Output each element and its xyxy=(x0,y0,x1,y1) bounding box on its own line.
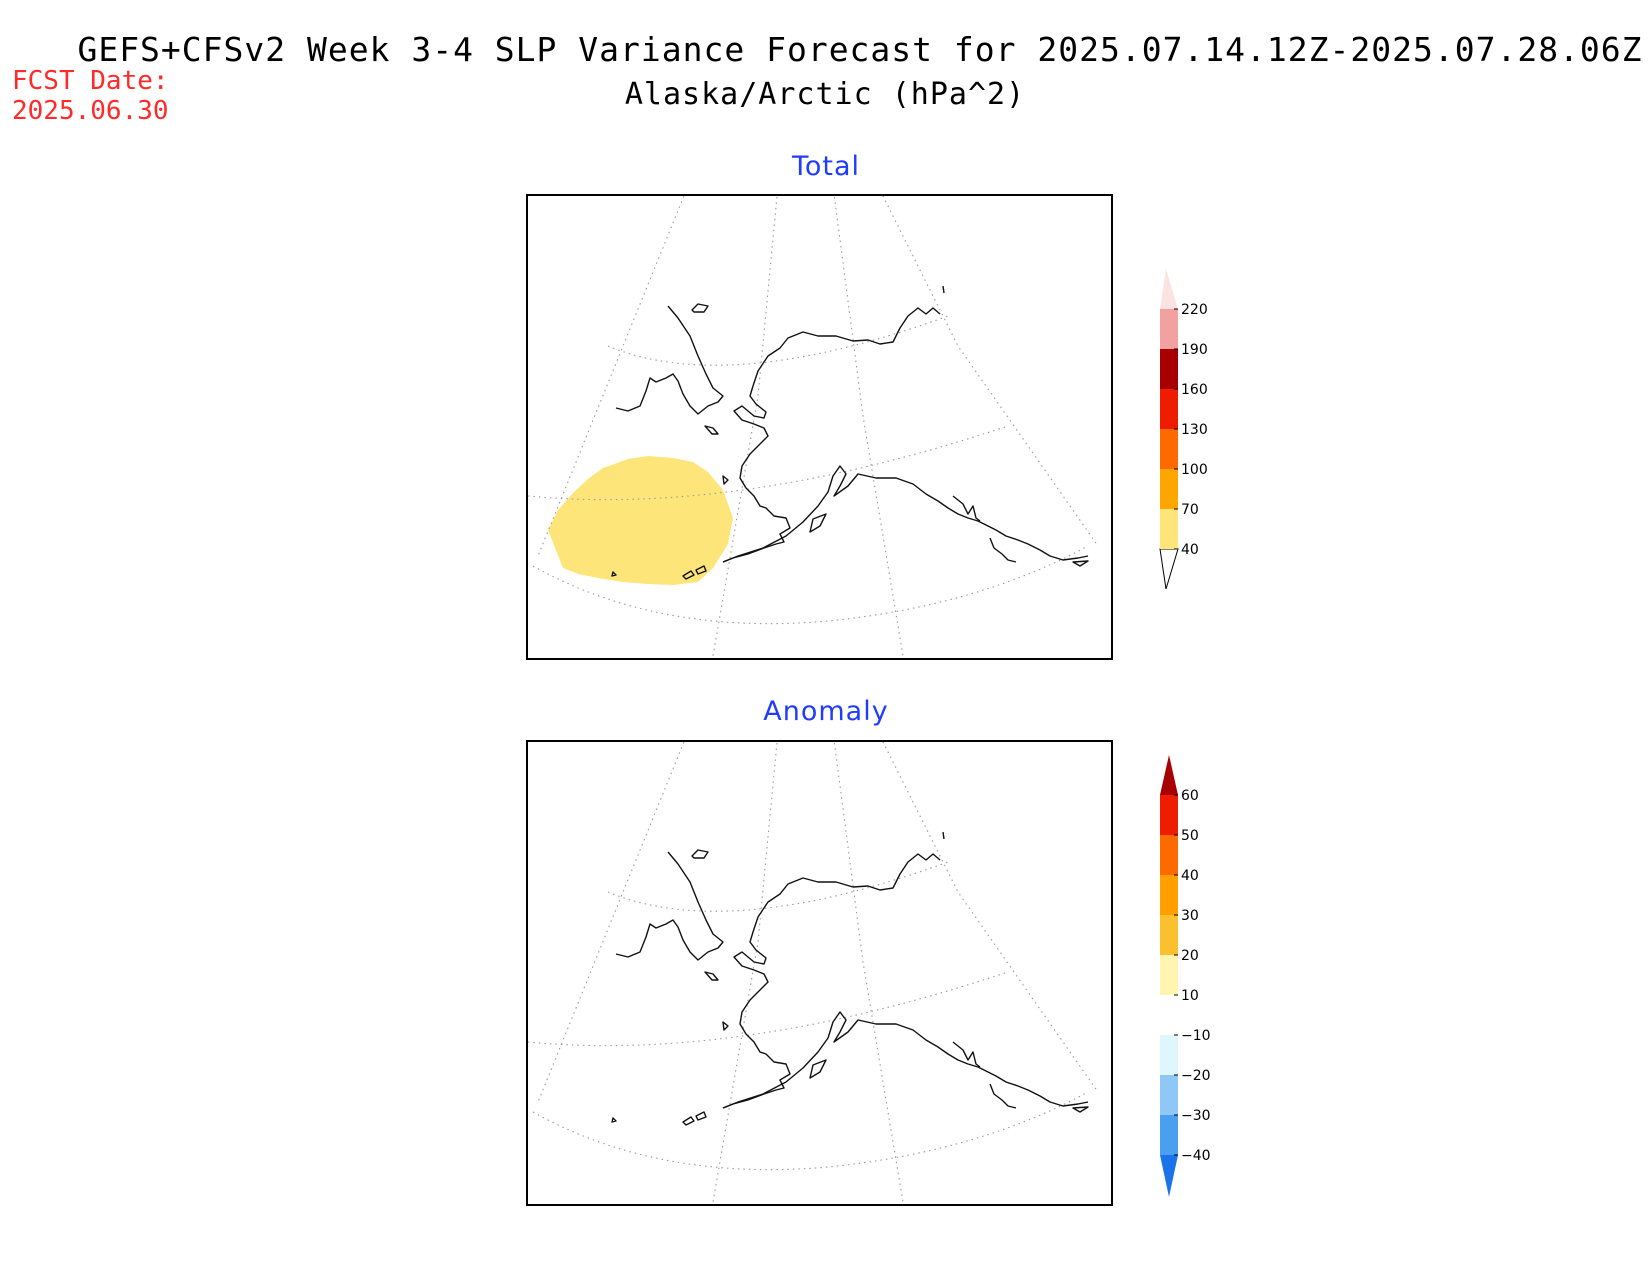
grid-line xyxy=(712,196,778,657)
coastline-segment xyxy=(722,465,1089,563)
colorbar-segment xyxy=(1160,389,1178,429)
coastline-segment xyxy=(1072,1106,1089,1113)
coastline-segment xyxy=(695,1111,707,1121)
anomaly-map-svg xyxy=(528,742,1099,1203)
grid-line xyxy=(882,742,1099,1093)
colorbar-tick-label: −20 xyxy=(1181,1068,1211,1084)
total-colorbar-svg: 40 70 100 130 160 190 220 xyxy=(1159,269,1208,590)
colorbar-tick-label: 10 xyxy=(1181,988,1199,1004)
coastline-segment xyxy=(695,565,707,575)
anomaly-colorbar-svg: −40 −30 −20 −10 10 20 30 40 50 60 xyxy=(1160,755,1211,1197)
colorbar-segment xyxy=(1160,875,1178,915)
coastline-segment xyxy=(989,537,1017,563)
colorbar-tick-label: 190 xyxy=(1181,342,1208,358)
coastline-segment xyxy=(722,1011,1089,1109)
total-colorbar: 40 70 100 130 160 190 220 xyxy=(1150,266,1230,600)
chart-title: GEFS+CFSv2 Week 3-4 SLP Variance Forecas… xyxy=(77,30,1643,69)
colorbar-segment xyxy=(1160,1115,1178,1155)
colorbar-tick-label: 160 xyxy=(1181,382,1208,398)
colorbar-tick-label: 30 xyxy=(1181,908,1199,924)
coastline-segment xyxy=(611,1117,617,1123)
grid-line xyxy=(528,971,1009,1047)
colorbar-tick-label: 220 xyxy=(1181,302,1208,318)
colorbar-above-triangle xyxy=(1160,755,1178,795)
colorbar-segment xyxy=(1160,469,1178,509)
colorbar-tick-label: 100 xyxy=(1181,462,1208,478)
coastline-segment xyxy=(691,303,709,313)
coastline-segment xyxy=(942,831,945,840)
coastline-segment xyxy=(615,851,724,961)
coastline xyxy=(611,285,1089,580)
coastline-segment xyxy=(722,931,791,1109)
grid-line xyxy=(537,742,685,1103)
colorbar-segment xyxy=(1160,429,1178,469)
grid-line xyxy=(712,742,778,1203)
coastline-segment xyxy=(1072,560,1089,567)
coastline-segment xyxy=(722,1021,729,1031)
total-panel-title: Total xyxy=(791,151,861,182)
coastline-segment xyxy=(952,1041,981,1068)
coastline-segment xyxy=(704,425,719,435)
anomaly-panel-title: Anomaly xyxy=(763,696,889,727)
grid-line xyxy=(528,425,1009,501)
grid-line xyxy=(833,742,904,1203)
fcst-date-label: FCST Date: xyxy=(12,66,169,96)
coastline-segment xyxy=(682,570,695,580)
colorbar-segment xyxy=(1160,509,1178,549)
grid-line xyxy=(882,196,1099,547)
colorbar-segment xyxy=(1160,955,1178,995)
coastline-segment xyxy=(682,1116,695,1126)
chart-subtitle: Alaska/Arctic (hPa^2) xyxy=(624,77,1026,112)
colorbar-tick-label: 40 xyxy=(1181,868,1199,884)
anomaly-colorbar: −40 −30 −20 −10 10 20 30 40 50 60 xyxy=(1150,750,1230,1204)
grid-line xyxy=(607,315,949,366)
colorbar-segment xyxy=(1160,795,1178,835)
colorbar-tick-label: −10 xyxy=(1181,1028,1211,1044)
colorbar-segment xyxy=(1160,349,1178,389)
grid-line xyxy=(532,545,1089,625)
grid-line xyxy=(607,861,949,912)
coastline-segment xyxy=(952,495,981,522)
total-map-svg xyxy=(528,196,1099,657)
coastline xyxy=(611,831,1089,1126)
anomaly-map xyxy=(526,740,1113,1206)
coastline-segment xyxy=(722,385,791,563)
coastline-segment xyxy=(809,513,827,533)
colorbar-tick-label: −30 xyxy=(1181,1108,1211,1124)
coastline-segment xyxy=(752,853,941,933)
lat-lon-grid xyxy=(528,742,1099,1203)
fcst-date-value: 2025.06.30 xyxy=(12,96,169,126)
coastline-segment xyxy=(989,1083,1017,1109)
coastline-segment xyxy=(611,571,617,577)
colorbar-segment xyxy=(1160,1075,1178,1115)
grid-line xyxy=(532,1091,1089,1171)
coastline-segment xyxy=(942,285,945,294)
colorbar-below-triangle xyxy=(1160,1155,1178,1197)
colorbar-tick-label: 70 xyxy=(1181,502,1199,518)
colorbar-segment xyxy=(1160,1035,1178,1075)
colorbar-tick-label: 50 xyxy=(1181,828,1199,844)
colorbar-above-triangle xyxy=(1160,269,1178,309)
colorbar-segment xyxy=(1160,835,1178,875)
coastline-segment xyxy=(691,849,709,859)
colorbar-segment xyxy=(1160,309,1178,349)
colorbar-segment xyxy=(1160,995,1178,1035)
colorbar-segment xyxy=(1160,915,1178,955)
variance-40-70-region xyxy=(548,456,733,585)
colorbar-tick-label: 40 xyxy=(1181,542,1199,558)
coastline-segment xyxy=(722,475,729,485)
coastline-segment xyxy=(809,1059,827,1079)
lat-lon-grid xyxy=(528,196,1099,657)
colorbar-tick-label: 130 xyxy=(1181,422,1208,438)
grid-line xyxy=(833,196,904,657)
colorbar-tick-label: 20 xyxy=(1181,948,1199,964)
coastline-segment xyxy=(704,971,719,981)
colorbar-tick-label: −40 xyxy=(1181,1148,1211,1164)
coastline-segment xyxy=(752,307,941,387)
colorbar-tick-label: 60 xyxy=(1181,788,1199,804)
total-map xyxy=(526,194,1113,660)
variance-shaded-region xyxy=(548,456,733,585)
colorbar-below-triangle xyxy=(1159,548,1179,590)
coastline-segment xyxy=(615,305,724,415)
